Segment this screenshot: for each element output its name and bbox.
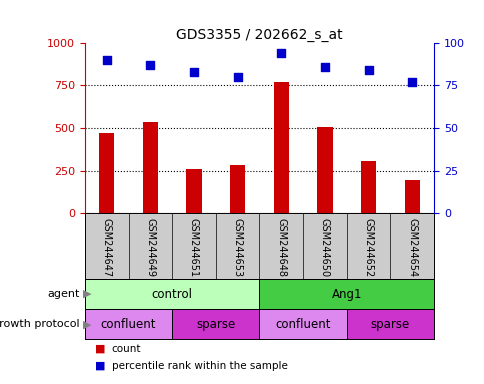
Text: GSM244649: GSM244649 [145,218,155,278]
Text: GSM244652: GSM244652 [363,218,373,278]
Text: ▶: ▶ [83,289,92,299]
Text: confluent: confluent [275,318,330,331]
Bar [142,122,158,213]
Point [190,69,197,75]
Point [233,74,241,80]
Bar [172,309,259,339]
Text: growth protocol: growth protocol [0,319,80,329]
Bar [85,309,172,339]
Bar [229,166,245,213]
Point [320,63,328,70]
Title: GDS3355 / 202662_s_at: GDS3355 / 202662_s_at [176,28,342,42]
Bar [85,279,259,309]
Text: GSM244654: GSM244654 [407,218,416,278]
Text: Ang1: Ang1 [331,288,361,301]
Text: GSM244648: GSM244648 [276,218,286,278]
Point [364,67,372,73]
Point [277,50,285,56]
Bar [99,133,114,213]
Text: sparse: sparse [196,318,235,331]
Text: GSM244653: GSM244653 [232,218,242,278]
Text: confluent: confluent [101,318,156,331]
Bar [360,161,376,213]
Point [146,62,154,68]
Text: ▶: ▶ [83,319,92,329]
Text: GSM244650: GSM244650 [319,218,329,278]
Text: GSM244647: GSM244647 [102,218,111,278]
Bar [259,279,433,309]
Point [103,57,110,63]
Text: ■: ■ [94,344,105,354]
Text: agent: agent [47,289,80,299]
Text: ■: ■ [94,361,105,371]
Bar [346,309,433,339]
Bar [186,169,201,213]
Bar [273,82,288,213]
Text: GSM244651: GSM244651 [189,218,198,278]
Text: sparse: sparse [370,318,409,331]
Text: count: count [111,344,141,354]
Bar [404,180,419,213]
Bar [259,309,346,339]
Text: control: control [151,288,192,301]
Bar [317,127,332,213]
Text: percentile rank within the sample: percentile rank within the sample [111,361,287,371]
Point [408,79,415,85]
